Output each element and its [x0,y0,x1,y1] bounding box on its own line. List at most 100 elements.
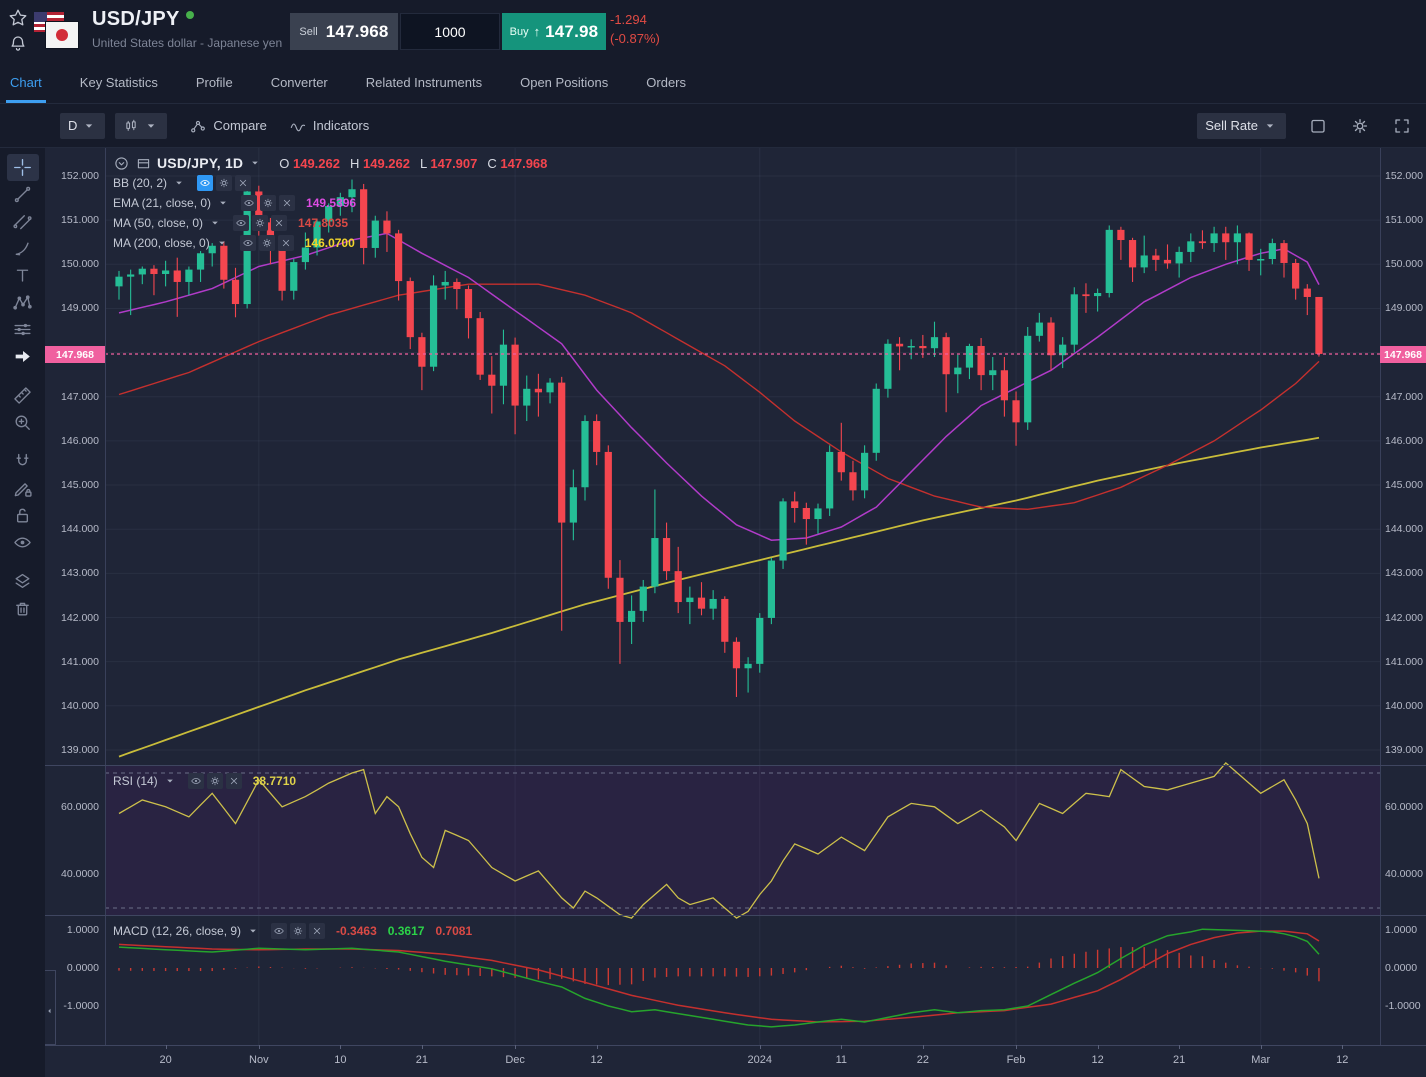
rsi-visibility-button[interactable] [187,773,204,789]
macd-axis-label: 0.0000 [1385,962,1418,974]
settings-gear-icon[interactable] [1350,116,1370,136]
indicator-visibility-button[interactable] [239,235,256,251]
main-chart-pane[interactable] [105,148,1380,765]
gear-icon [254,217,266,229]
buy-up-arrow-icon: ↑ [533,24,541,39]
buy-button[interactable]: Buy ↑ 147.98 [502,13,606,50]
time-axis[interactable]: 20 Nov 10 21 Dec 12 2024 11 22 Feb 12 21 Mar 12 [45,1045,1426,1077]
sell-button[interactable]: Sell 147.968 [290,13,398,50]
pattern-tool[interactable] [7,289,39,316]
chevron-down-icon[interactable] [216,196,230,210]
magnet-tool[interactable] [7,448,39,475]
arrow-tool[interactable] [7,343,39,370]
market-open-indicator [185,11,194,19]
chart-status-icon[interactable] [113,155,130,172]
text-icon [12,265,33,286]
trend-line-tool[interactable] [7,181,39,208]
compare-button[interactable]: Compare [189,117,267,135]
chevron-down-icon[interactable] [248,156,262,170]
rsi-pane[interactable] [105,761,1380,919]
price-axis-label: 152.000 [61,170,99,182]
tab-orders[interactable]: Orders [646,75,687,90]
price-axis-label: 141.000 [61,655,99,668]
snapshot-icon[interactable] [1308,116,1328,136]
chevron-down-icon[interactable] [172,176,186,190]
macd-pane[interactable] [105,915,1380,1045]
eye-icon [242,237,254,249]
indicator-visibility-button[interactable] [241,195,258,211]
lock-all-tool[interactable] [7,502,39,529]
last-price-label: 147.968 [1380,346,1426,363]
alert-bell-icon[interactable] [8,34,28,54]
amount-input[interactable] [401,14,499,49]
tab-key-statistics[interactable]: Key Statistics [79,75,158,90]
sell-price: 147.968 [325,21,389,41]
indicator-settings-button[interactable] [252,215,269,231]
chevron-down-icon[interactable] [246,924,260,938]
interval-dropdown[interactable]: D [60,112,106,139]
macd-legend: MACD (12, 26, close, 9) -0.3463 0.3617 0… [113,921,472,941]
eye-icon [190,775,202,787]
macd-remove-button[interactable] [309,923,326,939]
chart-area[interactable]: USD/JPY, 1D O 149.262 H 149.262 L 147.90… [45,148,1426,1077]
buy-label: Buy [509,25,529,38]
chart-type-dropdown[interactable] [115,112,168,139]
macd-axis-label: 1.0000 [66,924,99,936]
channels-tool[interactable] [7,208,39,235]
indicator-remove-button[interactable] [277,235,294,251]
indicator-remove-button[interactable] [279,195,296,211]
tab-chart[interactable]: Chart [6,62,46,103]
ohlc-values: O 149.262 H 149.262 L 147.907 C 147.968 [279,155,548,171]
tab-profile[interactable]: Profile [195,75,233,90]
measure-tool[interactable] [7,382,39,409]
fullscreen-icon[interactable] [1392,116,1412,136]
drawing-lock-tool[interactable] [7,475,39,502]
trend-line-icon [12,184,33,205]
chevron-down-icon[interactable] [215,236,229,250]
eye-icon [273,925,285,937]
favorite-star-icon[interactable] [8,8,28,28]
indicator-settings-button[interactable] [216,175,233,191]
indicator-visibility-button[interactable] [233,215,250,231]
chevron-down-icon [143,118,159,134]
right-price-axis[interactable]: 152.000151.000150.000149.000148.000147.0… [1380,148,1426,1077]
crosshair-tool[interactable] [6,154,39,181]
rate-type-dropdown[interactable]: Sell Rate [1197,112,1286,139]
time-tick [1260,1045,1262,1049]
chevron-down-icon[interactable] [208,216,222,230]
eye-icon [199,177,211,189]
macd-visibility-button[interactable] [271,923,288,939]
rsi-axis-label: 60.0000 [1385,800,1423,813]
object-tree-tool[interactable] [7,568,39,595]
hide-all-tool[interactable] [7,529,39,556]
indicator-remove-button[interactable] [271,215,288,231]
pane-separator[interactable] [45,1045,1426,1046]
left-price-axis[interactable]: 152.000151.000150.000149.000148.000147.0… [45,148,105,1077]
chevron-down-icon[interactable] [163,774,177,788]
collapse-panel-button[interactable] [45,970,56,1045]
indicators-button[interactable]: Indicators [289,117,369,135]
macd-settings-button[interactable] [290,923,307,939]
tab-converter[interactable]: Converter [270,75,328,90]
rsi-settings-button[interactable] [206,773,223,789]
brush-tool[interactable] [7,235,39,262]
remove-drawings-tool[interactable] [7,595,39,622]
pane-separator[interactable] [45,765,1426,766]
indicator-settings-button[interactable] [260,195,277,211]
legend-collapse-icon[interactable] [135,155,152,172]
tab-open-positions[interactable]: Open Positions [520,75,609,90]
tab-related-instruments[interactable]: Related Instruments [365,75,483,90]
symbol-subtitle: United States dollar - Japanese yen [92,36,283,50]
indicator-name: BB (20, 2) [113,176,168,190]
rsi-remove-button[interactable] [225,773,242,789]
pane-separator[interactable] [45,915,1426,916]
indicator-remove-button[interactable] [235,175,252,191]
indicator-visibility-button[interactable] [197,175,214,191]
forecast-tool[interactable] [7,316,39,343]
zoom-in-tool[interactable] [7,409,39,436]
compare-icon [189,117,207,135]
macd-signal-value: 0.7081 [435,924,473,938]
time-tick [421,1045,423,1049]
indicator-settings-button[interactable] [258,235,275,251]
text-tool[interactable] [7,262,39,289]
